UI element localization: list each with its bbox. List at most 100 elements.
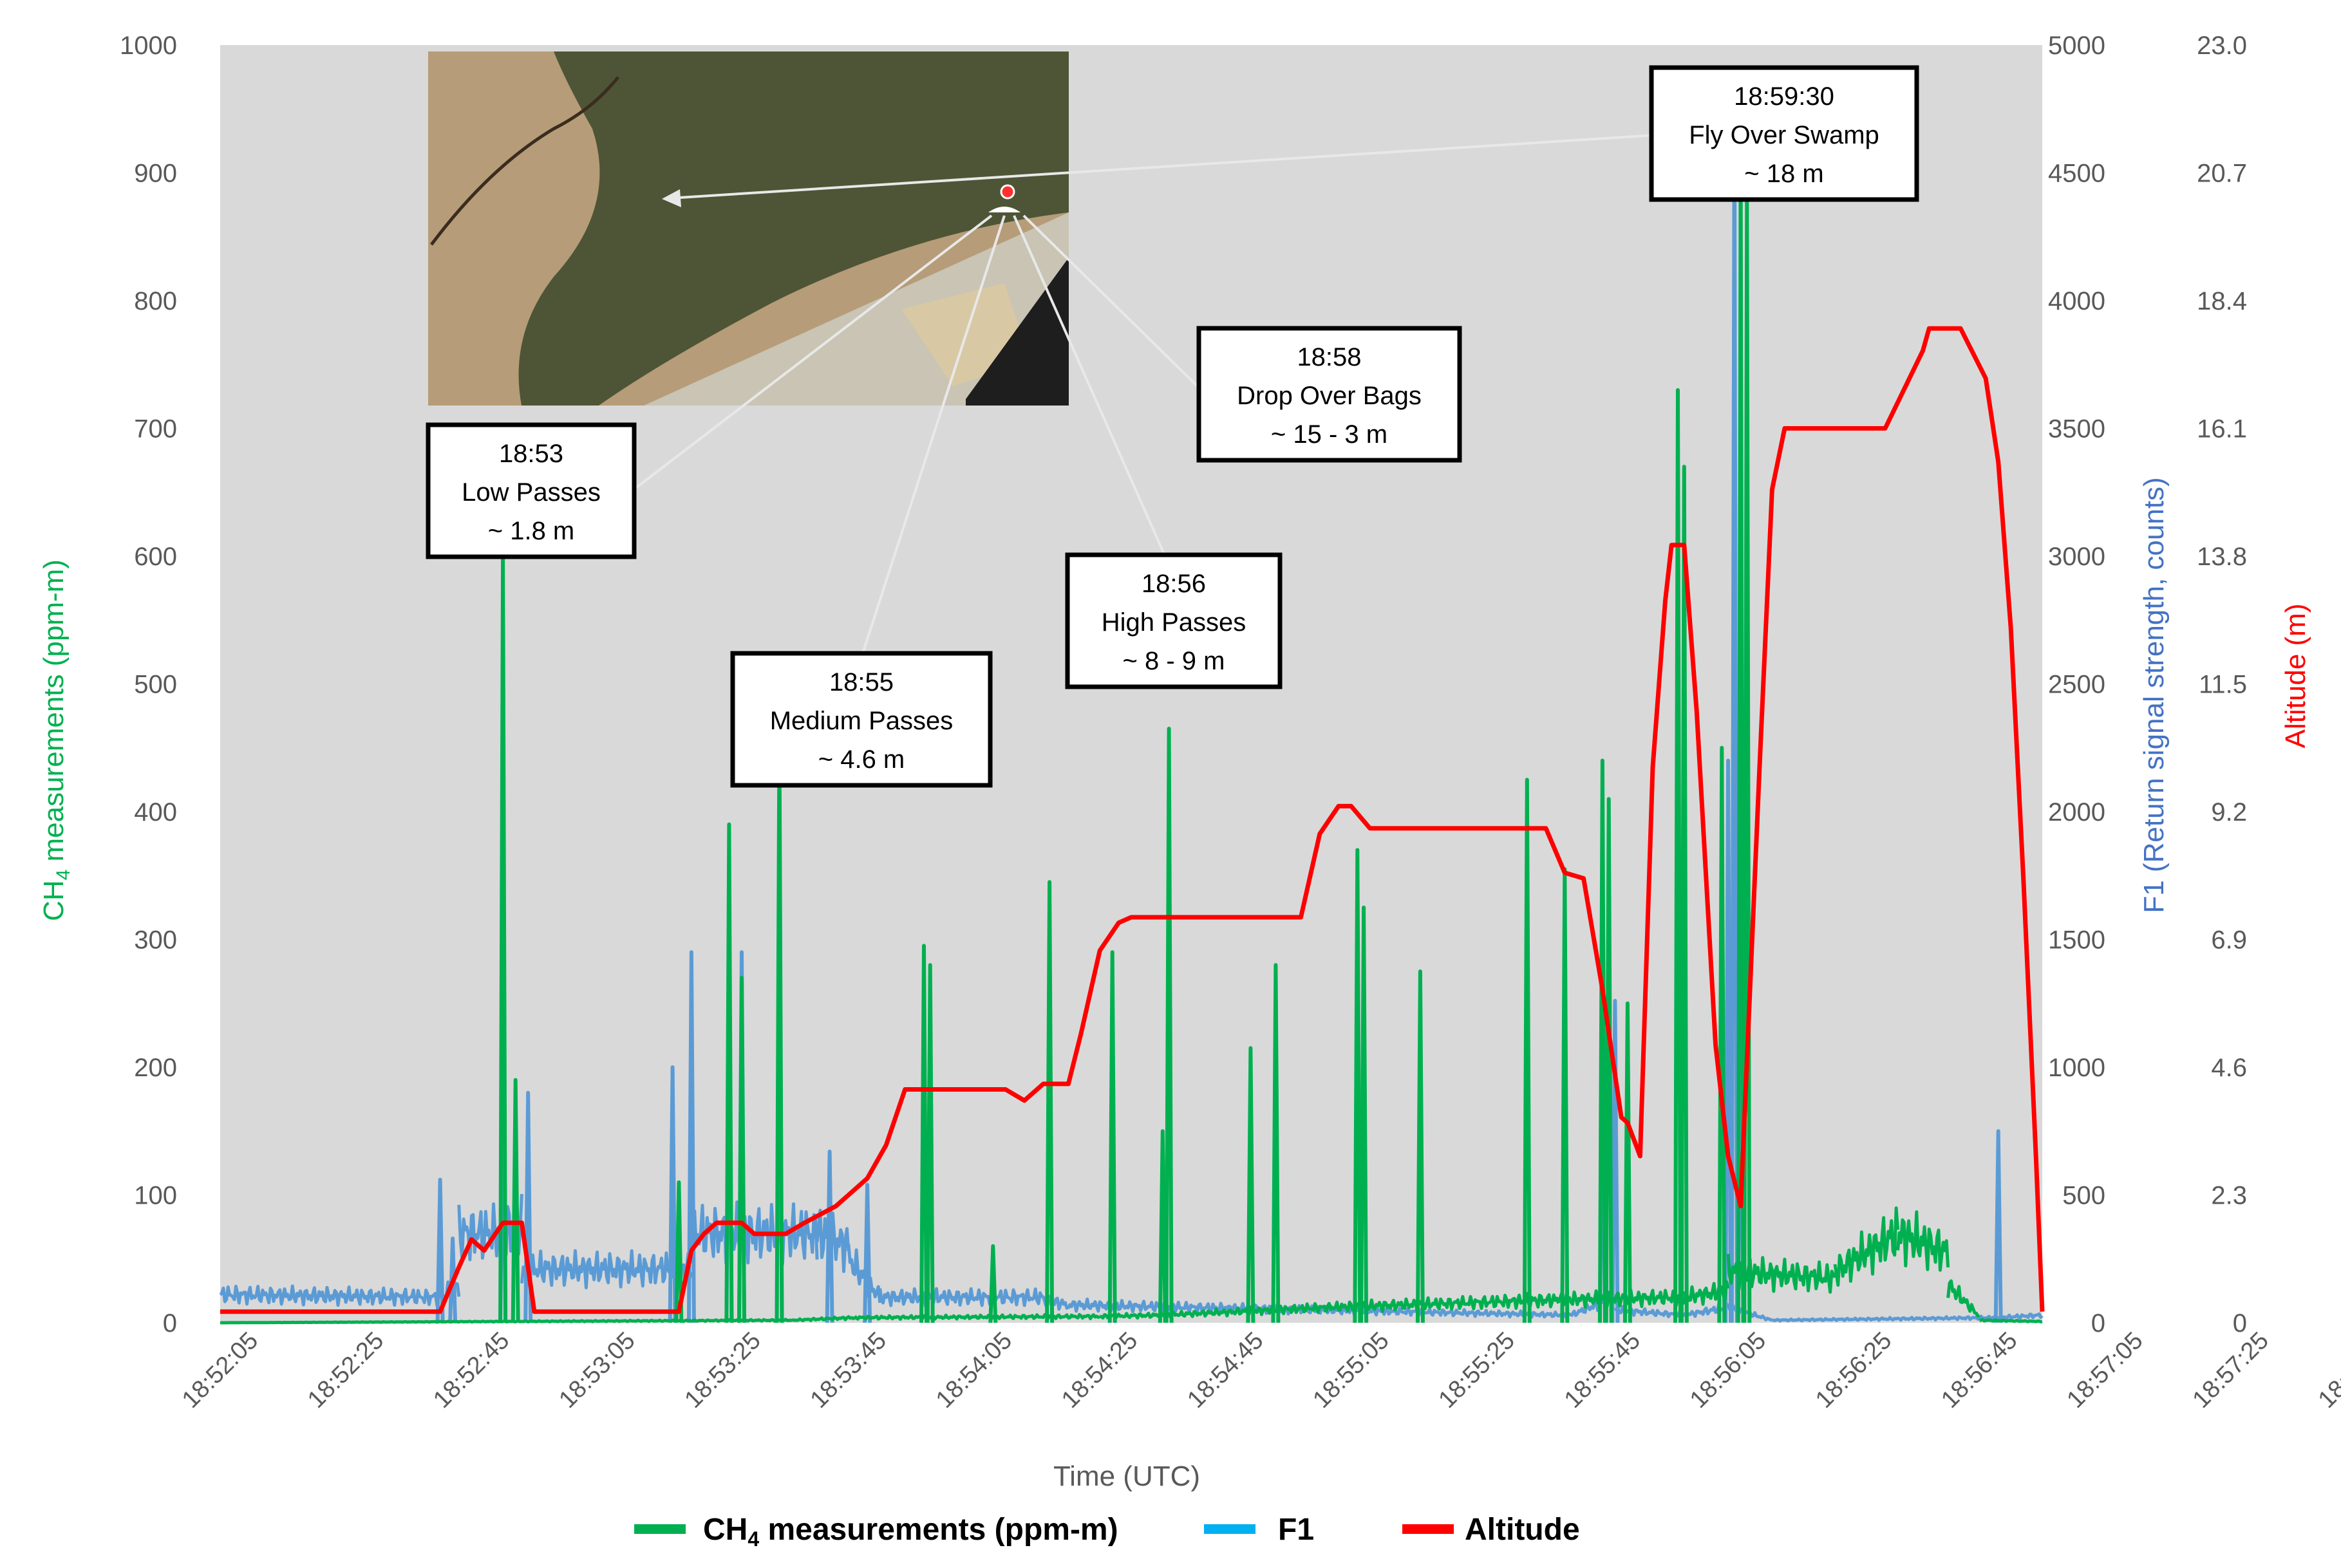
- f1-line: [878, 1287, 1044, 1308]
- x-tick-label: 18:57:25: [2188, 1327, 2274, 1414]
- ch4-spike: [1246, 1046, 1255, 1323]
- right2-tick-label: 9.2: [2211, 798, 2247, 826]
- annotation-text-high: ~ 8 - 9 m: [1123, 647, 1225, 675]
- right1-tick-label: 4500: [2048, 160, 2105, 188]
- left-tick-label: 900: [134, 160, 177, 188]
- right1-tick-label: 3000: [2048, 543, 2105, 571]
- annotation-text-low: ~ 1.8 m: [488, 517, 575, 545]
- ch4-spike: [674, 1180, 684, 1323]
- right1-tick-label: 3500: [2048, 415, 2105, 443]
- ch4-spike: [1353, 848, 1362, 1323]
- right1-tick-label: 2000: [2048, 798, 2105, 826]
- f1-spike: [1993, 1129, 2003, 1323]
- altitude-axis-title: Altitude (m): [2280, 604, 2311, 749]
- right2-tick-label: 4.6: [2211, 1054, 2247, 1082]
- series-altitude: [220, 326, 2045, 1314]
- x-tick-label: 18:56:25: [1810, 1327, 1897, 1414]
- x-tick-label: 18:55:25: [1434, 1327, 1520, 1414]
- x-tick-label: 18:52:25: [303, 1327, 389, 1414]
- annotation-box-drop: [1196, 326, 1462, 463]
- x-tick-label: 18:53:25: [680, 1327, 766, 1414]
- f1-spike: [1610, 998, 1620, 1323]
- ch4-spike: [1673, 388, 1682, 1323]
- annotation-text-medium: Medium Passes: [770, 707, 954, 735]
- annotation-text-medium: 18:55: [829, 668, 894, 696]
- legend-label-f1: F1: [1278, 1513, 1314, 1547]
- ch4-spike: [1522, 778, 1532, 1323]
- ch4-line: [1557, 1288, 1686, 1309]
- left-tick-label: 500: [134, 671, 177, 699]
- ch4-line: [1946, 1279, 1980, 1318]
- legend-swatch-f1: [1204, 1524, 1255, 1534]
- left-tick-label: 100: [134, 1182, 177, 1210]
- right1-tick-label: 1500: [2048, 926, 2105, 955]
- inset-roof: [966, 257, 1069, 406]
- f1-spike: [686, 950, 696, 1323]
- legend: CH4 measurements (ppm-m) F1 Altitude: [634, 1513, 1580, 1551]
- x-tick-label: 18:56:45: [1936, 1327, 2022, 1414]
- f1-line: [1772, 1314, 1999, 1323]
- x-tick-label: 18:54:45: [1182, 1327, 1268, 1414]
- left-tick-label: 400: [134, 798, 177, 826]
- annotation-box-low: [426, 422, 637, 559]
- inset-creek: [430, 76, 619, 246]
- annotation-text-high: 18:56: [1142, 570, 1206, 598]
- right2-tick-label: 18.4: [2197, 287, 2247, 315]
- x-tick-label: 18:55:45: [1559, 1327, 1646, 1414]
- ch4-spike: [511, 1078, 520, 1323]
- annotation-text-drop: ~ 15 - 3 m: [1271, 420, 1387, 449]
- annotation-box-high: [1065, 552, 1283, 689]
- annotation-text-low: 18:53: [499, 440, 563, 468]
- ch4-spike: [919, 944, 928, 1323]
- leader-line-swamp: [669, 134, 1655, 200]
- left-tick-label: 600: [134, 543, 177, 571]
- leader-lines: [633, 134, 1655, 654]
- ch4-line: [1161, 1302, 1328, 1320]
- legend-swatch-altitude: [1402, 1524, 1454, 1534]
- annotations: 18:53 Low Passes ~ 1.8 m 18:55 Medium Passes…: [426, 65, 1919, 788]
- right2-tick-label: 6.9: [2211, 926, 2247, 955]
- left-tick-label: 0: [163, 1309, 177, 1338]
- ch4-spike: [1271, 963, 1281, 1323]
- x-tick-label: 18:56:05: [1685, 1327, 1771, 1414]
- annotation-text-drop: 18:58: [1297, 343, 1361, 371]
- inset-origin-marker: [988, 207, 1020, 212]
- x-tick-label: 18:54:25: [1057, 1327, 1143, 1414]
- ch4-line: [1979, 1318, 2043, 1323]
- ch4-spike: [1597, 758, 1607, 1323]
- right1-tick-label: 1000: [2048, 1054, 2105, 1082]
- annotation-text-swamp: ~ 18 m: [1744, 160, 1823, 188]
- x-tick-label: 18:57:05: [2062, 1327, 2148, 1414]
- left-axis-title: CH4 measurements (ppm-m): [38, 559, 74, 921]
- ch4-spike: [1164, 727, 1174, 1323]
- right2-tick-label: 0: [2233, 1309, 2247, 1338]
- annotation-box-swamp: [1649, 65, 1919, 202]
- x-tick-label: 18:53:05: [554, 1327, 640, 1414]
- f1-spike: [863, 1182, 872, 1323]
- ch4-spike: [724, 822, 734, 1323]
- f1-spike: [448, 1237, 458, 1323]
- leader-line-medium: [861, 215, 1006, 654]
- leader-line-high: [1013, 215, 1167, 557]
- ch4-spike: [925, 963, 935, 1323]
- annotation-text-swamp: Fly Over Swamp: [1689, 121, 1879, 149]
- x-tick-label: 18:55:05: [1308, 1327, 1394, 1414]
- ch4-line: [853, 1312, 1101, 1321]
- ch4-line: [1896, 1210, 1950, 1272]
- right2-tick-label: 13.8: [2197, 543, 2247, 571]
- right1-tick-label: 0: [2091, 1309, 2105, 1338]
- ch4-spike: [1158, 1129, 1167, 1323]
- leader-line-drop: [1022, 214, 1205, 394]
- x-tick-label: 18:57:45: [2313, 1327, 2341, 1414]
- right2-tick-label: 16.1: [2197, 415, 2247, 443]
- left-axis-title-post: measurements (ppm-m): [38, 559, 70, 870]
- ch4-spike: [1415, 969, 1425, 1323]
- ch4-spike: [737, 976, 746, 1323]
- f1-line: [815, 1208, 851, 1273]
- legend-ch4-pre: CH: [703, 1513, 747, 1547]
- left-tick-label: 200: [134, 1054, 177, 1082]
- ch4-spike: [1622, 1001, 1632, 1323]
- left-axis-title-pre: CH: [38, 880, 70, 921]
- ch4-spike: [1359, 905, 1369, 1323]
